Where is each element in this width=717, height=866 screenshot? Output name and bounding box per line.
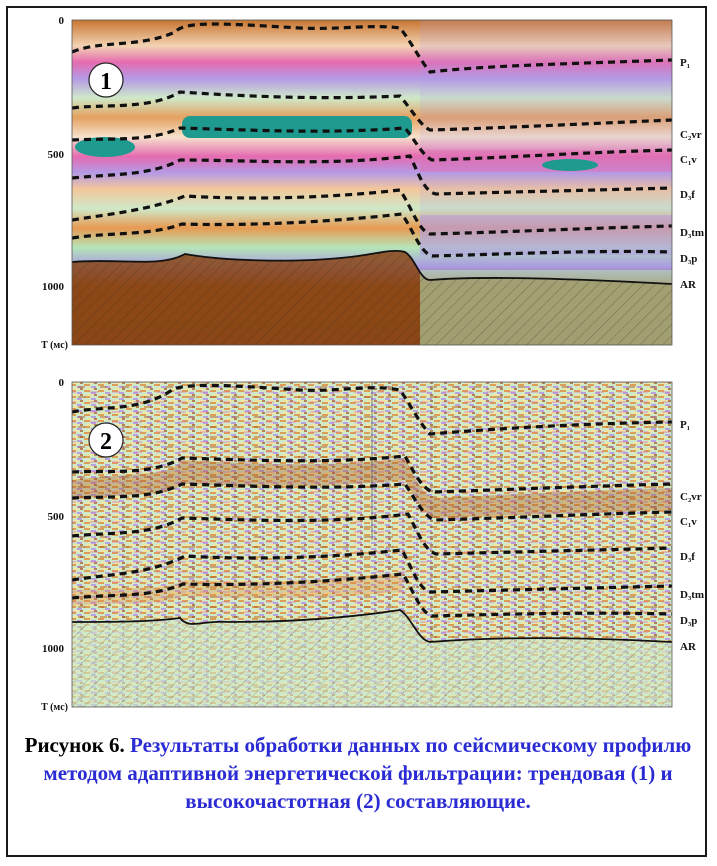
- seismic-panel-2: 2 0 500 1000 T (мс) P₁ C₂vr C₁v D₃f D₃tm…: [0, 360, 717, 720]
- horizon-label: D₃f: [680, 551, 695, 563]
- time-tick-label: 1000: [42, 281, 65, 293]
- horizon-label: D₃f: [680, 189, 695, 201]
- anomaly-patch: [542, 159, 598, 171]
- horizon-label: C₂vr: [680, 491, 702, 503]
- panel-id-badge: [88, 62, 124, 98]
- horizon-label: C₁v: [680, 516, 697, 528]
- horizon-line-d3tm: [72, 188, 672, 236]
- horizon-line-c2vr: [72, 454, 672, 494]
- panel-id: 2: [100, 429, 112, 455]
- horizon-line-ar: [72, 250, 672, 285]
- horizon-label: C₂vr: [680, 129, 702, 141]
- horizon-label: D₃tm: [680, 227, 704, 239]
- horizon-line-c2vr: [72, 90, 672, 132]
- time-tick-label: 500: [48, 511, 65, 523]
- time-axis-unit: T (мс): [41, 702, 68, 713]
- caption-lead: Рисунок 6.: [24, 733, 125, 757]
- anomaly-patch: [182, 116, 412, 138]
- horizon-line-d3f: [72, 154, 672, 196]
- seismic-panel-1: 1 0 500 1000 T (мс) P₁ C₂vr C₁v D₃f D₃tm…: [0, 0, 717, 360]
- horizon-line-d3p: [72, 212, 672, 258]
- horizon-label: P₁: [680, 57, 690, 69]
- horizon-line-d3p: [72, 572, 672, 618]
- horizon-label: AR: [680, 641, 697, 653]
- time-axis-unit: T (мс): [41, 340, 68, 351]
- horizon-label: P₁: [680, 419, 690, 431]
- time-tick-label: 0: [59, 15, 65, 27]
- horizon-line-c1v: [72, 126, 672, 162]
- horizon-label: C₁v: [680, 154, 697, 166]
- horizon-label: AR: [680, 279, 697, 291]
- horizon-line-ar: [72, 609, 672, 643]
- horizon-label: D₃tm: [680, 589, 704, 601]
- anomaly-patch: [75, 137, 135, 157]
- caption-text: Результаты обработки данных по сейсмичес…: [43, 733, 692, 813]
- horizon-label: D₃p: [680, 615, 697, 627]
- panel-id: 1: [100, 69, 112, 95]
- horizon-line-d3tm: [72, 548, 672, 594]
- time-tick-label: 1000: [42, 643, 65, 655]
- time-tick-label: 0: [59, 377, 65, 389]
- horizon-line-c1v: [72, 482, 672, 522]
- seismic-section-1: 1 0 500 1000 T (мс) P₁ C₂vr C₁v D₃f D₃tm…: [41, 15, 704, 351]
- horizon-line-p1: [72, 383, 672, 436]
- panel-id-badge: [88, 422, 124, 458]
- figure-caption: Рисунок 6. Результаты обработки данных п…: [22, 731, 694, 815]
- horizon-label: D₃p: [680, 253, 697, 265]
- horizon-line-d3f: [72, 512, 672, 556]
- seismic-section-2: 2 0 500 1000 T (мс) P₁ C₂vr C₁v D₃f D₃tm…: [41, 377, 704, 713]
- time-tick-label: 500: [48, 149, 65, 161]
- horizon-line-p1: [72, 22, 672, 74]
